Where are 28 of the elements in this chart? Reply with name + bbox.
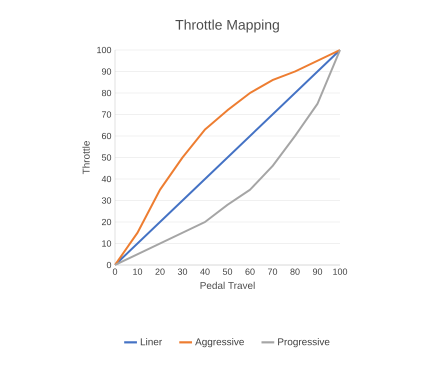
chart-title: Throttle Mapping	[175, 19, 279, 32]
x-tick-label: 0	[112, 268, 118, 275]
x-tick-label: 100	[333, 268, 348, 275]
x-axis-title: Pedal Travel	[200, 282, 255, 290]
y-tick-label: 10	[102, 240, 112, 247]
x-tick-label: 10	[133, 268, 142, 275]
y-tick-label: 0	[106, 262, 112, 268]
y-tick-label: 50	[102, 154, 112, 161]
y-tick-label: 20	[102, 218, 112, 226]
x-tick-label: 60	[245, 268, 255, 275]
x-tick-label: 50	[222, 268, 232, 275]
legend-label: Aggressive	[195, 338, 244, 348]
y-tick-label: 30	[102, 197, 112, 204]
x-tick-label: 30	[178, 268, 188, 275]
x-tick-label: 20	[155, 268, 165, 275]
y-tick-label: 60	[102, 132, 112, 140]
y-tick-label: 70	[102, 111, 112, 118]
y-tick-label: 100	[97, 46, 112, 54]
legend-label: Progressive	[278, 338, 330, 348]
y-tick-label: 80	[102, 90, 112, 96]
x-tick-label: 90	[312, 268, 322, 275]
y-axis-title: Throttle	[82, 141, 90, 174]
legend-label: Liner	[140, 338, 162, 346]
x-tick-label: 70	[268, 268, 278, 275]
y-tick-label: 90	[102, 68, 112, 75]
x-tick-label: 80	[290, 268, 300, 275]
y-tick-label: 40	[102, 176, 112, 182]
x-tick-label: 40	[200, 268, 210, 275]
